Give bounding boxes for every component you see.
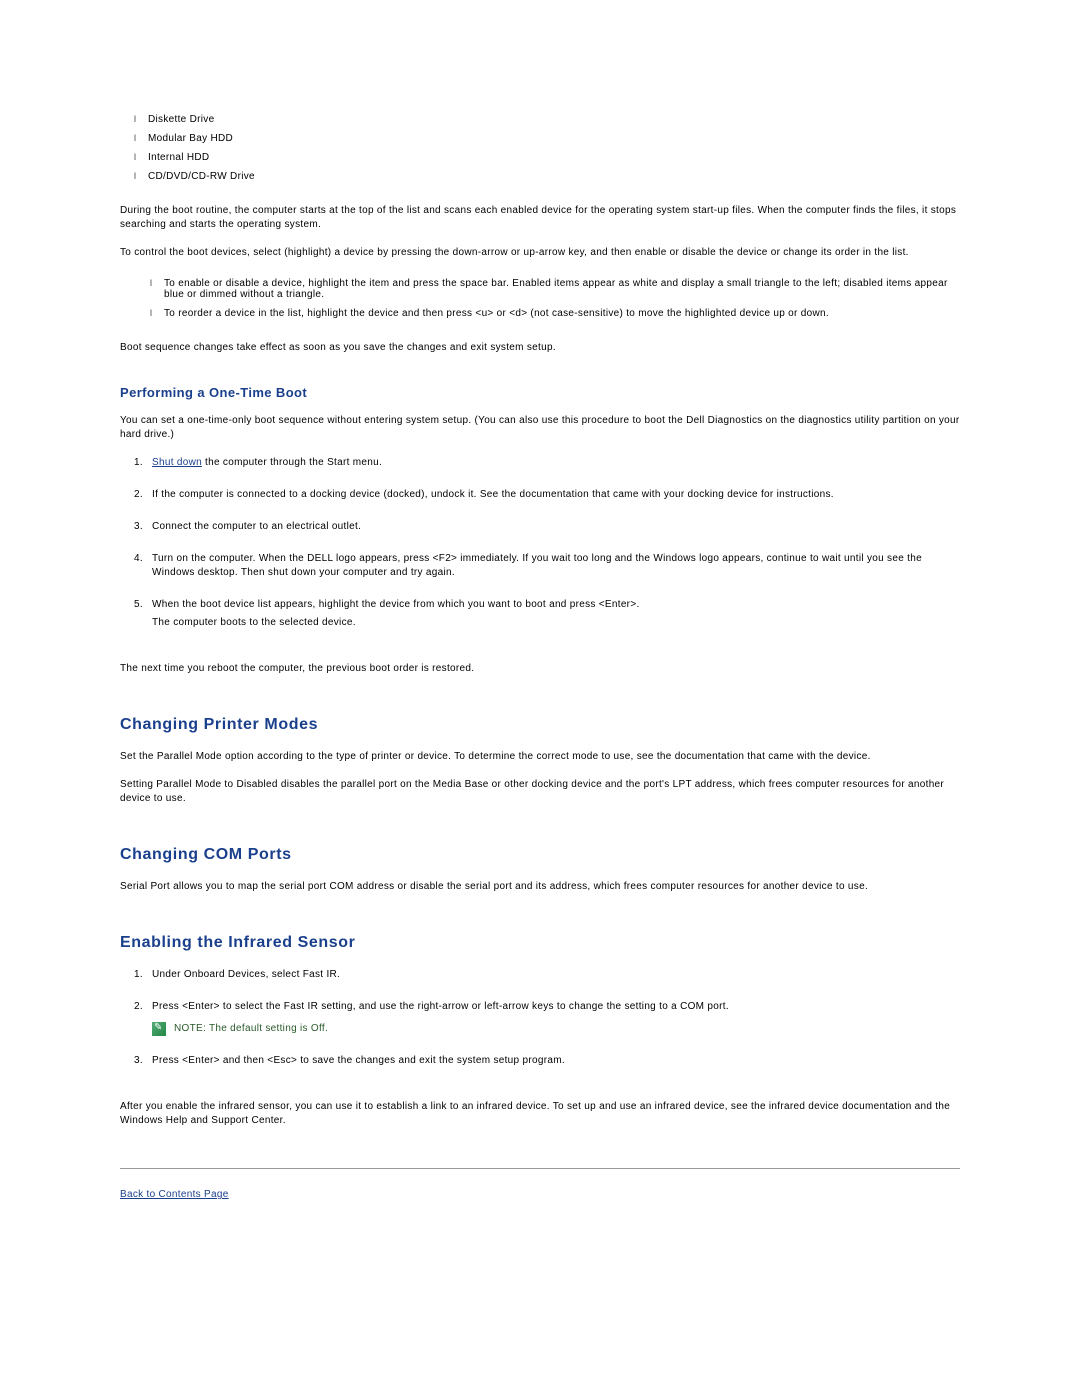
heading-one-time-boot: Performing a One-Time Boot: [120, 385, 960, 400]
one-time-steps: Shut down the computer through the Start…: [120, 456, 960, 648]
step-extra-text: The computer boots to the selected devic…: [152, 616, 960, 630]
step-item: When the boot device list appears, highl…: [152, 598, 960, 648]
document-page: Diskette Drive Modular Bay HDD Internal …: [0, 0, 1080, 1260]
control-bullet-list: To enable or disable a device, highlight…: [120, 274, 960, 323]
note-text: NOTE: The default setting is Off.: [174, 1022, 328, 1036]
back-to-contents-link[interactable]: Back to Contents Page: [120, 1189, 229, 1200]
boot-device-item: Internal HDD: [120, 148, 960, 167]
paragraph-onetime-outro: The next time you reboot the computer, t…: [120, 662, 960, 676]
paragraph-control-boot: To control the boot devices, select (hig…: [120, 246, 960, 260]
boot-device-list: Diskette Drive Modular Bay HDD Internal …: [120, 110, 960, 186]
step-item: Turn on the computer. When the DELL logo…: [152, 552, 960, 598]
step-item: If the computer is connected to a dockin…: [152, 488, 960, 520]
control-bullet-item: To reorder a device in the list, highlig…: [120, 304, 960, 323]
paragraph-onetime-intro: You can set a one-time-only boot sequenc…: [120, 414, 960, 442]
step-item: Under Onboard Devices, select Fast IR.: [152, 968, 960, 1000]
note-row: NOTE: The default setting is Off.: [152, 1022, 960, 1036]
control-bullet-item: To enable or disable a device, highlight…: [120, 274, 960, 304]
boot-device-item: CD/DVD/CD-RW Drive: [120, 167, 960, 186]
step-text: the computer through the Start menu.: [202, 457, 382, 468]
boot-device-item: Diskette Drive: [120, 110, 960, 129]
paragraph-printer-1: Set the Parallel Mode option according t…: [120, 750, 960, 764]
heading-printer-modes: Changing Printer Modes: [120, 716, 960, 734]
step-text: Press <Enter> to select the Fast IR sett…: [152, 1001, 729, 1012]
infrared-steps: Under Onboard Devices, select Fast IR. P…: [120, 968, 960, 1086]
step-item: Connect the computer to an electrical ou…: [152, 520, 960, 552]
paragraph-com-ports: Serial Port allows you to map the serial…: [120, 880, 960, 894]
paragraph-printer-2: Setting Parallel Mode to Disabled disabl…: [120, 778, 960, 806]
heading-com-ports: Changing COM Ports: [120, 846, 960, 864]
heading-infrared: Enabling the Infrared Sensor: [120, 934, 960, 952]
note-icon: [152, 1022, 166, 1036]
step-text: When the boot device list appears, highl…: [152, 599, 640, 610]
paragraph-boot-routine: During the boot routine, the computer st…: [120, 204, 960, 232]
step-item: Press <Enter> and then <Esc> to save the…: [152, 1054, 960, 1086]
shut-down-link[interactable]: Shut down: [152, 457, 202, 468]
separator: [120, 1168, 960, 1169]
paragraph-infrared-outro: After you enable the infrared sensor, yo…: [120, 1100, 960, 1128]
paragraph-boot-changes: Boot sequence changes take effect as soo…: [120, 341, 960, 355]
back-link-container: Back to Contents Page: [120, 1189, 960, 1200]
boot-device-item: Modular Bay HDD: [120, 129, 960, 148]
step-item: Press <Enter> to select the Fast IR sett…: [152, 1000, 960, 1054]
step-item: Shut down the computer through the Start…: [152, 456, 960, 488]
